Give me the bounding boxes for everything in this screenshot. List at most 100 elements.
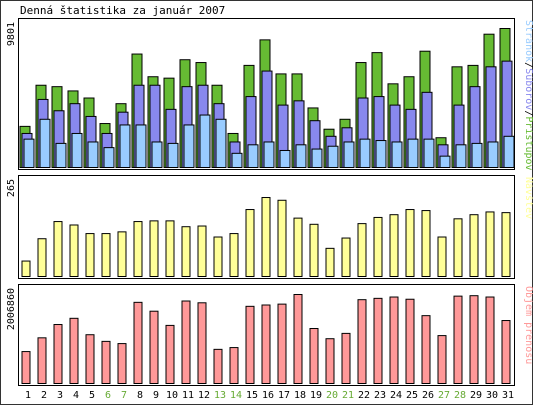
legend-visits: Návštev [523,177,533,219]
bar-Objem prenosu-day-11 [181,300,191,385]
bar-Stránok-day-22 [359,138,371,168]
bar-Návštev-day-30 [485,211,495,277]
day-label-30: 30 [486,390,498,401]
bar-Objem prenosu-day-10 [165,324,175,384]
day-label-7: 7 [121,390,127,401]
legend-entry: Objem prenosu [523,286,533,364]
legend-entry: Prístupov [523,116,533,170]
bar-Objem prenosu-day-20 [325,338,335,384]
bar-Stránok-day-4 [71,132,83,169]
day-label-8: 8 [137,390,143,401]
bar-Stránok-day-21 [343,141,355,169]
bar-Stránok-day-1 [23,138,35,168]
bar-Objem prenosu-day-26 [421,315,431,384]
bar-Stránok-day-3 [55,142,67,168]
bar-Návštev-day-14 [229,233,239,277]
day-label-15: 15 [246,390,258,401]
bar-Objem prenosu-day-12 [197,302,207,385]
day-label-21: 21 [342,390,354,401]
bar-Objem prenosu-day-15 [245,305,255,384]
legend-entry: / [523,62,533,68]
bar-Objem prenosu-day-2 [37,337,47,385]
bar-Stránok-day-6 [103,147,115,168]
bar-Stránok-day-13 [215,118,227,168]
bar-Objem prenosu-day-24 [389,296,399,384]
legend-entry: Súborov [523,68,533,110]
bar-Stránok-day-29 [471,142,483,168]
bar-Návštev-day-21 [341,237,351,277]
bar-Stránok-day-19 [311,148,323,168]
day-label-3: 3 [57,390,63,401]
legend-transfer: Objem prenosu [523,286,533,364]
bar-Stránok-day-11 [183,124,195,168]
series-Návštev [21,197,511,278]
day-label-14: 14 [230,390,242,401]
bar-Objem prenosu-day-31 [501,320,511,384]
bar-Stránok-day-14 [231,152,243,169]
bar-Návštev-day-25 [405,209,415,277]
day-labels: 1 2 3 4 5 6 7 8 9 10 11 12 13 14 15 16 17 18 19 20 21 22 23 24 2… [25,390,514,401]
bar-Návštev-day-13 [213,236,223,277]
bar-Návštev-day-26 [421,210,431,278]
day-label-10: 10 [166,390,178,401]
bar-Stránok-day-26 [423,138,435,168]
day-label-9: 9 [153,390,159,401]
day-label-16: 16 [262,390,274,401]
series-Stránok [23,114,515,169]
chart-title: Denná štatistika za január 2007 [20,4,225,17]
bar-Návštev-day-2 [37,238,47,277]
bar-Stránok-day-31 [503,135,515,169]
bar-Objem prenosu-day-16 [261,304,271,384]
day-label-28: 28 [454,390,466,401]
day-label-31: 31 [502,390,514,401]
bar-Návštev-day-11 [181,226,191,278]
bar-Objem prenosu-day-13 [213,348,223,385]
legend-entry: / [523,110,533,116]
day-label-1: 1 [25,390,31,401]
day-label-12: 12 [198,390,210,401]
day-label-26: 26 [422,390,434,401]
bar-Návštev-day-23 [373,216,383,278]
bar-Návštev-day-8 [133,221,143,277]
legend-traffic: Stránok/Súborov/Prístupov [523,20,533,171]
bar-Stránok-day-9 [151,141,163,169]
bar-Stránok-day-24 [391,141,403,169]
bar-Stránok-day-28 [455,144,467,168]
bar-Objem prenosu-day-23 [373,297,383,385]
bar-Objem prenosu-day-22 [357,299,367,384]
bar-Objem prenosu-day-28 [453,295,463,385]
day-label-18: 18 [294,390,306,401]
bar-Návštev-day-20 [325,247,335,277]
bar-Objem prenosu-day-25 [405,298,415,384]
day-label-25: 25 [406,390,418,401]
bar-Objem prenosu-day-27 [437,335,447,385]
bar-Návštev-day-10 [165,220,175,277]
y-max-label-traffic: 9801 [6,22,17,46]
day-label-23: 23 [374,390,386,401]
bar-Objem prenosu-day-4 [69,317,79,384]
bar-Objem prenosu-day-9 [149,310,159,384]
day-label-5: 5 [89,390,95,401]
day-label-6: 6 [105,390,111,401]
bar-Návštev-day-22 [357,223,367,277]
day-label-4: 4 [73,390,79,401]
bar-Návštev-day-29 [469,214,479,278]
bar-Objem prenosu-day-8 [133,301,143,384]
bar-Stránok-day-10 [167,142,179,168]
bar-Stránok-day-7 [119,124,131,168]
panel-traffic: 9801 Stránok/Súborov/Prístupov [6,18,533,171]
bar-Objem prenosu-day-6 [101,340,111,384]
bar-Návštev-day-18 [293,217,303,277]
bar-Návštev-day-27 [437,236,447,277]
bar-Objem prenosu-day-19 [309,328,319,385]
bar-Stránok-day-30 [487,141,499,169]
bar-Stránok-day-27 [439,155,451,168]
bar-Návštev-day-15 [245,209,255,277]
bar-Návštev-day-16 [261,197,271,278]
bar-Objem prenosu-day-5 [85,334,95,384]
bar-Návštev-day-1 [21,260,31,277]
bar-Stránok-day-25 [407,138,419,168]
